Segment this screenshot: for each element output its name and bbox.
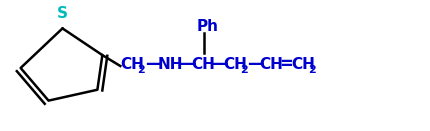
Text: Ph: Ph bbox=[197, 19, 218, 34]
Text: 2: 2 bbox=[137, 65, 144, 75]
Text: NH: NH bbox=[157, 56, 182, 72]
Text: CH: CH bbox=[120, 56, 144, 72]
Text: —: — bbox=[145, 55, 162, 73]
Text: —: — bbox=[246, 55, 263, 73]
Text: 2: 2 bbox=[307, 65, 315, 75]
Text: CH: CH bbox=[190, 56, 215, 72]
Text: —: — bbox=[211, 55, 227, 73]
Text: CH: CH bbox=[222, 56, 246, 72]
Text: —: — bbox=[179, 55, 195, 73]
Text: CH: CH bbox=[290, 56, 314, 72]
Text: CH: CH bbox=[258, 56, 282, 72]
Text: S: S bbox=[57, 6, 68, 21]
Text: 2: 2 bbox=[240, 65, 247, 75]
Text: =: = bbox=[278, 55, 292, 73]
